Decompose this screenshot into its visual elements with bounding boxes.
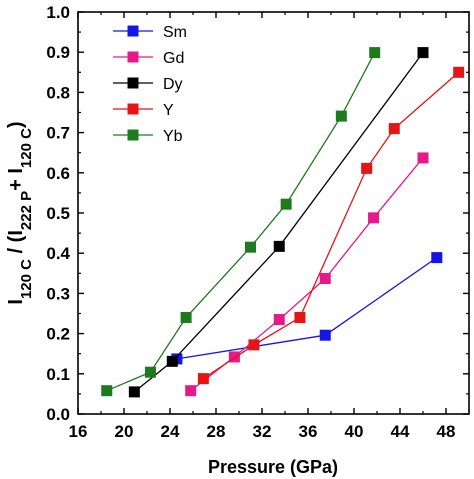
data-point-yb — [369, 47, 381, 59]
data-point-y — [361, 162, 373, 174]
data-point-gd — [228, 351, 240, 363]
data-point-y — [453, 66, 465, 78]
x-tick-label: 24 — [161, 422, 180, 441]
y-tick-label: 0.3 — [46, 284, 70, 303]
legend-marker — [127, 129, 139, 141]
y-axis-title-subscript: 222 P — [18, 191, 35, 230]
series-line-sm — [176, 257, 438, 360]
y-tick-label: 0.6 — [46, 164, 70, 183]
y-tick-label: 0.0 — [46, 405, 70, 424]
series-line-y — [202, 71, 460, 380]
data-point-yb — [101, 385, 113, 397]
data-point-sm — [431, 252, 443, 264]
y-tick-label: 1.0 — [46, 3, 70, 22]
data-point-dy — [273, 240, 285, 252]
y-axis-title-subscript: 120 C — [18, 259, 35, 299]
data-point-sm — [319, 329, 331, 341]
data-point-yb — [180, 312, 192, 324]
legend-item-dy: Dy — [113, 76, 183, 93]
legend-item-y: Y — [113, 102, 174, 119]
legend: Sm Gd Dy Y Yb — [113, 24, 187, 145]
data-point-y — [248, 339, 260, 351]
legend-item-gd: Gd — [113, 50, 184, 67]
series-line-dy — [133, 52, 424, 393]
x-tick-label: 28 — [207, 422, 226, 441]
y-tick-label: 0.1 — [46, 365, 70, 384]
data-point-gd — [273, 314, 285, 326]
y-axis-title: I120 C / (I222 P+ I120 C) — [5, 121, 35, 304]
series-y — [197, 66, 465, 385]
x-tick-label: 20 — [115, 422, 134, 441]
data-point-gd — [319, 273, 331, 285]
y-tick-label: 0.2 — [46, 325, 70, 344]
x-tick-label: 16 — [69, 422, 88, 441]
data-point-dy — [417, 47, 429, 59]
series-yb — [101, 47, 381, 397]
plot-area-frame — [77, 11, 470, 415]
y-axis-title-part: + I — [5, 168, 27, 191]
x-tick-label: 32 — [253, 422, 272, 441]
series-layer — [101, 47, 465, 398]
data-point-dy — [166, 355, 178, 367]
y-tick-label: 0.5 — [46, 204, 70, 223]
x-axis-title: Pressure (GPa) — [208, 457, 338, 477]
legend-label: Y — [163, 102, 174, 119]
series-sm — [171, 252, 443, 365]
data-point-yb — [245, 241, 256, 253]
legend-marker — [127, 103, 139, 115]
data-point-y — [388, 123, 400, 135]
data-point-yb — [335, 110, 347, 122]
y-tick-label: 0.9 — [46, 43, 70, 62]
axis-ticks: 16 20 24 28 32 36 40 44 48 0.0 0.1 0.2 0.3 0.4 0.5 0.6 0… — [46, 3, 469, 441]
legend-item-yb: Yb — [113, 128, 183, 145]
data-point-dy — [128, 386, 140, 398]
legend-label: Gd — [163, 50, 184, 67]
data-point-gd — [368, 212, 380, 224]
y-axis-title-part: ) — [5, 121, 27, 128]
legend-label: Yb — [163, 128, 183, 145]
data-point-y — [197, 373, 209, 385]
data-point-y — [294, 312, 306, 324]
series-gd — [185, 152, 429, 397]
y-tick-label: 0.7 — [46, 124, 70, 143]
legend-marker — [127, 77, 139, 89]
legend-label: Dy — [163, 76, 183, 93]
x-tick-label: 36 — [299, 422, 318, 441]
legend-marker — [127, 25, 139, 37]
data-point-yb — [144, 366, 156, 378]
x-tick-label: 40 — [345, 422, 364, 441]
y-axis-title-subscript: 120 C — [18, 128, 35, 168]
y-axis-title-part: / (I — [5, 230, 27, 259]
x-tick-label: 48 — [437, 422, 456, 441]
series-line-yb — [106, 52, 376, 392]
data-point-gd — [185, 385, 197, 397]
legend-item-sm: Sm — [113, 24, 187, 41]
data-point-yb — [280, 198, 292, 210]
series-dy — [128, 47, 429, 398]
data-point-gd — [417, 152, 429, 164]
y-tick-label: 0.4 — [46, 244, 70, 263]
legend-label: Sm — [163, 24, 187, 41]
y-axis-title-part: I — [5, 299, 27, 305]
y-tick-label: 0.8 — [46, 83, 70, 102]
x-tick-label: 44 — [391, 422, 410, 441]
legend-marker — [127, 51, 139, 63]
